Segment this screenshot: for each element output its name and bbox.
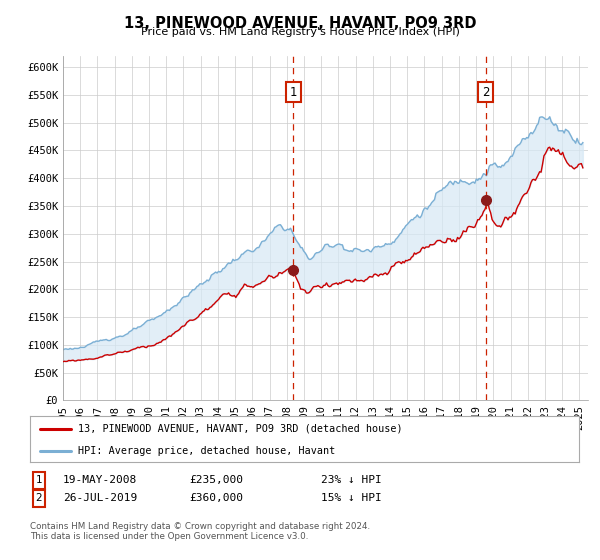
Text: HPI: Average price, detached house, Havant: HPI: Average price, detached house, Hava… — [79, 446, 335, 455]
Text: 13, PINEWOOD AVENUE, HAVANT, PO9 3RD: 13, PINEWOOD AVENUE, HAVANT, PO9 3RD — [124, 16, 476, 31]
Text: This data is licensed under the Open Government Licence v3.0.: This data is licensed under the Open Gov… — [30, 532, 308, 541]
Text: 23% ↓ HPI: 23% ↓ HPI — [321, 475, 382, 486]
Text: 13, PINEWOOD AVENUE, HAVANT, PO9 3RD (detached house): 13, PINEWOOD AVENUE, HAVANT, PO9 3RD (de… — [79, 424, 403, 434]
Text: 2: 2 — [482, 86, 490, 99]
Text: £360,000: £360,000 — [189, 493, 243, 503]
Text: 2: 2 — [35, 493, 43, 503]
Text: Contains HM Land Registry data © Crown copyright and database right 2024.: Contains HM Land Registry data © Crown c… — [30, 522, 370, 531]
Text: 15% ↓ HPI: 15% ↓ HPI — [321, 493, 382, 503]
Text: 19-MAY-2008: 19-MAY-2008 — [63, 475, 137, 486]
Text: 26-JUL-2019: 26-JUL-2019 — [63, 493, 137, 503]
Text: 1: 1 — [290, 86, 297, 99]
Text: £235,000: £235,000 — [189, 475, 243, 486]
Text: Price paid vs. HM Land Registry's House Price Index (HPI): Price paid vs. HM Land Registry's House … — [140, 27, 460, 37]
Text: 1: 1 — [35, 475, 43, 486]
